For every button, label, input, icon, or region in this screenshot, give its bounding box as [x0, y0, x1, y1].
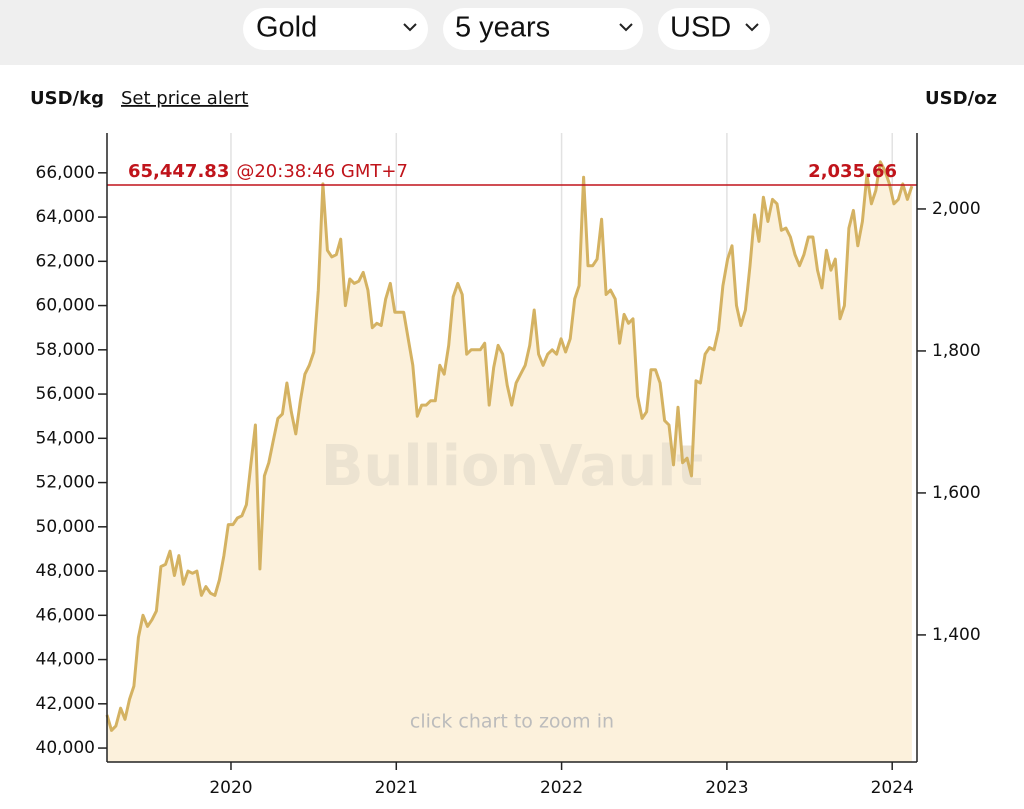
price-line — [105, 160, 914, 732]
current-price-label: 65,447.83 @20:38:46 GMT+7 — [128, 161, 408, 182]
y2-tick-label: 1,800 — [932, 341, 981, 361]
watermark: BullionVault — [321, 434, 703, 499]
y-axis-title: USD/kg — [30, 88, 104, 109]
zoom-hint: click chart to zoom in — [410, 711, 614, 733]
chevron[interactable] — [403, 23, 417, 32]
y2-tick-label: 2,000 — [932, 199, 981, 219]
y-tick-label: 56,000 — [36, 384, 95, 404]
current-price-kg: 65,447.83 — [128, 161, 229, 182]
select-box[interactable] — [243, 8, 428, 50]
y-tick-label: 40,000 — [36, 738, 95, 758]
y2-tick-label: 1,600 — [932, 483, 981, 503]
price-alert-link[interactable]: Set price alert — [121, 88, 248, 109]
x-tick-label: 2021 — [375, 778, 418, 798]
current-time: @20:38:46 GMT+7 — [236, 161, 408, 182]
chevron[interactable] — [619, 23, 633, 32]
y-tick-label: 44,000 — [36, 650, 95, 670]
y-tick-label: 48,000 — [36, 561, 95, 581]
y-tick-label: 46,000 — [36, 605, 95, 625]
select-box[interactable] — [658, 8, 770, 50]
currency-select[interactable]: USD — [658, 8, 770, 50]
chevron[interactable] — [745, 23, 759, 32]
y-tick-label: 50,000 — [36, 517, 95, 537]
current-price-oz: 2,035.66 — [808, 161, 897, 182]
x-tick-label: 2024 — [871, 778, 914, 798]
select-value[interactable]: 5 years — [455, 12, 550, 44]
y-tick-label: 62,000 — [36, 251, 95, 271]
select-box[interactable] — [443, 8, 643, 50]
select-value[interactable]: USD — [670, 12, 731, 44]
plot-area[interactable]: BullionVault click chart to zoom in 65,447… — [36, 133, 981, 798]
y2-axis-title: USD/oz — [925, 88, 997, 109]
y-tick-label: 60,000 — [36, 296, 95, 316]
x-tick-label: 2022 — [540, 778, 583, 798]
y-tick-label: 52,000 — [36, 473, 95, 493]
y-tick-label: 66,000 — [36, 163, 95, 183]
price-area — [107, 161, 912, 763]
x-tick-label: 2020 — [209, 778, 252, 798]
x-tick-label: 2023 — [705, 778, 748, 798]
period-select[interactable]: 5 years — [443, 8, 643, 50]
metal-select[interactable]: Gold — [243, 8, 428, 50]
y-tick-label: 54,000 — [36, 428, 95, 448]
y2-tick-label: 1,400 — [932, 625, 981, 645]
y-tick-label: 42,000 — [36, 694, 95, 714]
y-tick-label: 58,000 — [36, 340, 95, 360]
y-tick-label: 64,000 — [36, 207, 95, 227]
select-value[interactable]: Gold — [256, 12, 317, 44]
